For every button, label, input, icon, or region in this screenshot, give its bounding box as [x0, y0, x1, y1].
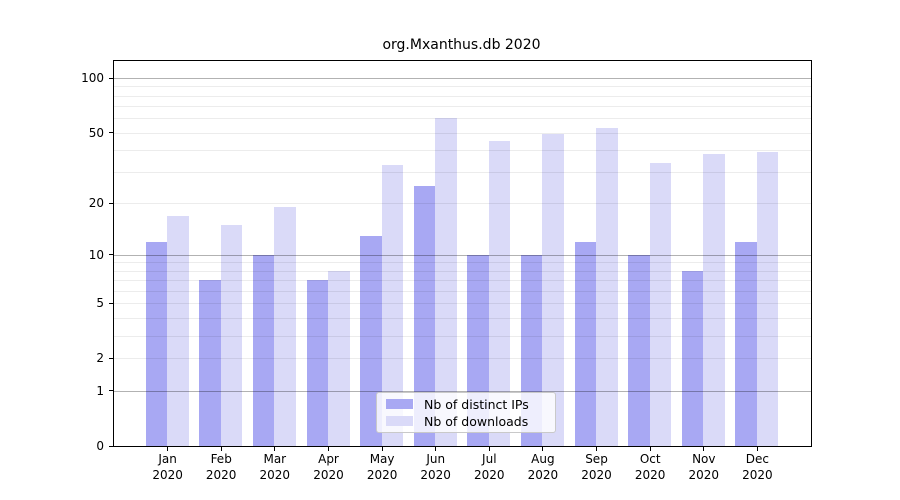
chart-title: org.Mxanthus.db 2020: [382, 37, 541, 53]
x-tick-label-feb-2020: Feb 2020: [205, 452, 237, 482]
y-tick-label-0: 0: [96, 439, 104, 453]
x-tick-label-nov-2020: Nov 2020: [688, 452, 720, 482]
bar-nb-of-downloads-may-2020: [381, 164, 404, 446]
y-tick-mark-5: [109, 302, 113, 304]
y-tick-label-20: 20: [88, 196, 104, 211]
x-tick-mark-aug-2020: [542, 447, 544, 451]
x-tick-mark-jan-2020: [167, 447, 169, 451]
bar-nb-of-downloads-jan-2020: [167, 215, 189, 446]
y-tick-mark-0: [109, 445, 113, 447]
bar-nb-of-downloads-sep-2020: [596, 127, 618, 446]
legend-label-nb-of-downloads: Nb of downloads: [424, 413, 529, 429]
x-tick-mark-sep-2020: [596, 447, 597, 451]
bar-nb-of-downloads-feb-2020: [220, 224, 243, 446]
bar-nb-of-downloads-nov-2020: [703, 153, 725, 446]
bar-nb-of-distinct-ips-jan-2020: [145, 241, 168, 446]
y-tick-label-5: 5: [96, 296, 104, 311]
bar-nb-of-downloads-jun-2020: [435, 118, 457, 446]
y-tick-mark-100: [109, 77, 113, 79]
y-tick-mark-10: [109, 254, 113, 256]
legend-label-nb-of-distinct-ips: Nb of distinct IPs: [424, 396, 529, 412]
x-tick-label-apr-2020: Apr 2020: [313, 452, 344, 482]
legend-item-nb-of-distinct-ips: Nb of distinct IPs: [386, 397, 555, 412]
bar-nb-of-downloads-oct-2020: [649, 162, 672, 446]
x-tick-mark-jul-2020: [488, 447, 490, 451]
y-tick-mark-20: [109, 202, 113, 204]
x-tick-label-jun-2020: Jun 2020: [420, 452, 451, 482]
legend-swatch-nb-of-distinct-ips: [386, 399, 413, 409]
bar-nb-of-distinct-ips-mar-2020: [252, 254, 275, 446]
legend: Nb of distinct IPs Nb of downloads: [376, 392, 556, 433]
x-tick-mark-dec-2020: [756, 447, 758, 451]
x-tick-label-oct-2020: Oct 2020: [634, 452, 666, 482]
x-tick-label-aug-2020: Aug 2020: [527, 452, 559, 482]
legend-swatch-nb-of-downloads: [386, 416, 413, 426]
x-tick-label-sep-2020: Sep 2020: [581, 452, 612, 482]
x-tick-mark-oct-2020: [649, 447, 651, 451]
x-tick-mark-mar-2020: [274, 447, 276, 451]
y-tick-label-2: 2: [96, 351, 104, 366]
y-tick-label-100: 100: [81, 71, 104, 85]
y-tick-mark-50: [109, 132, 113, 133]
bar-nb-of-distinct-ips-oct-2020: [628, 254, 650, 446]
x-tick-mark-apr-2020: [328, 447, 329, 451]
bar-nb-of-distinct-ips-dec-2020: [735, 241, 757, 446]
bar-nb-of-distinct-ips-jun-2020: [413, 186, 436, 446]
bar-nb-of-downloads-aug-2020: [542, 134, 564, 446]
x-tick-label-jan-2020: Jan 2020: [152, 452, 183, 482]
bar-nb-of-downloads-dec-2020: [756, 151, 779, 446]
bars-layer: [114, 61, 811, 446]
bar-nb-of-downloads-jul-2020: [488, 140, 511, 446]
bar-nb-of-distinct-ips-sep-2020: [574, 241, 596, 446]
bar-nb-of-distinct-ips-feb-2020: [199, 280, 221, 446]
legend-item-nb-of-downloads: Nb of downloads: [386, 414, 555, 429]
y-tick-mark-2: [109, 357, 113, 359]
x-tick-label-mar-2020: Mar 2020: [259, 452, 291, 482]
y-tick-label-50: 50: [88, 125, 104, 140]
x-tick-mark-nov-2020: [703, 447, 705, 451]
x-tick-mark-feb-2020: [220, 447, 222, 451]
bar-nb-of-distinct-ips-nov-2020: [681, 270, 704, 446]
y-tick-label-1: 1: [96, 383, 104, 398]
x-tick-mark-may-2020: [381, 447, 383, 451]
x-tick-label-jul-2020: Jul 2020: [474, 452, 505, 482]
bar-nb-of-distinct-ips-apr-2020: [306, 280, 328, 446]
x-tick-label-dec-2020: Dec 2020: [742, 452, 773, 482]
bar-nb-of-downloads-mar-2020: [274, 207, 296, 446]
bar-nb-of-downloads-apr-2020: [328, 270, 350, 446]
y-tick-mark-1: [109, 390, 113, 392]
y-tick-label-10: 10: [88, 247, 104, 262]
plot-area: [113, 60, 812, 447]
x-tick-label-may-2020: May 2020: [366, 452, 398, 482]
x-tick-mark-jun-2020: [435, 447, 437, 451]
